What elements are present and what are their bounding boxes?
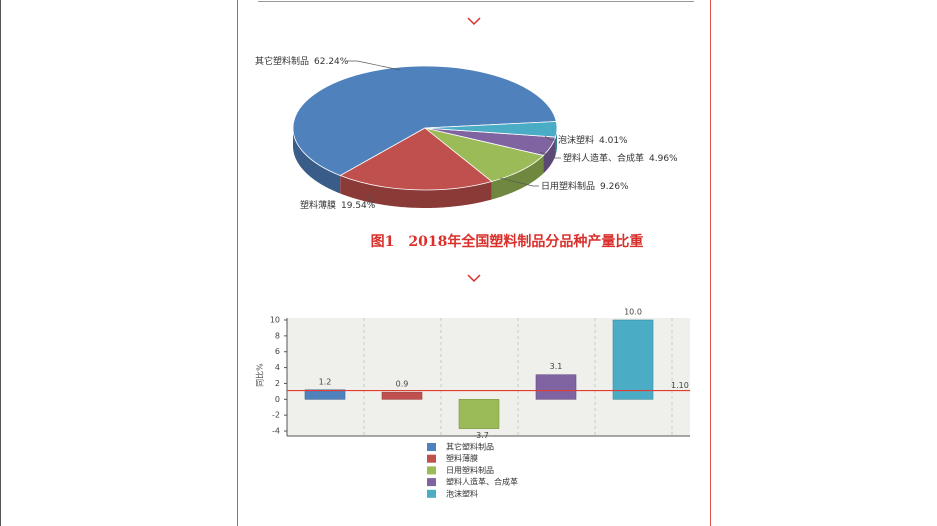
pie-side — [543, 137, 556, 174]
pie-label-category: 其它塑料制品 — [255, 55, 309, 67]
y-tick-label: 6 — [275, 347, 280, 356]
pie-label: 日用塑料制品 9.26% — [541, 180, 629, 192]
pie-label-value: 4.96% — [649, 154, 678, 164]
chevron — [467, 274, 481, 283]
bar — [304, 389, 346, 400]
legend-label: 塑料人造革、合成革 — [446, 477, 518, 487]
pie-label: 泡沫塑料 4.01% — [558, 134, 628, 146]
leader-line — [499, 177, 539, 187]
bar — [612, 319, 654, 400]
legend-label: 其它塑料制品 — [446, 442, 494, 452]
pie-caption: 图1 2018年全国塑料制品分品种产量比重 — [371, 233, 644, 250]
pie-slice — [424, 121, 558, 138]
y-tick-label: -4 — [272, 427, 280, 436]
bar — [458, 399, 500, 429]
chevron — [467, 17, 481, 26]
pie-label: 塑料人造革、合成革 4.96% — [563, 152, 678, 164]
value-label: 3.1 — [550, 362, 563, 371]
value-label: 0.9 — [396, 380, 409, 389]
bar — [535, 374, 577, 400]
pie-label-value: 19.54% — [341, 201, 376, 211]
value-label: 10.0 — [624, 308, 642, 317]
pie-label-category: 塑料薄膜 — [300, 199, 336, 211]
pie-label-value: 62.24% — [314, 57, 349, 67]
legend-swatch — [427, 454, 436, 463]
legend-label: 泡沫塑料 — [446, 488, 478, 498]
leader-line — [544, 135, 556, 141]
y-tick-label: 8 — [275, 331, 280, 340]
pie-slice — [424, 127, 545, 182]
y-tick-label: 4 — [275, 363, 280, 372]
legend-swatch — [427, 443, 436, 451]
pie-slice — [292, 65, 557, 176]
y-tick-label: 10 — [270, 316, 280, 325]
y-tick-label: 2 — [275, 379, 280, 388]
legend-swatch — [427, 478, 436, 487]
bar — [381, 391, 423, 400]
legend-label: 日用塑料制品 — [446, 465, 494, 475]
value-label: 1.2 — [319, 377, 332, 386]
pie-label: 塑料薄膜 19.54% — [300, 199, 376, 211]
leader-line — [345, 60, 401, 71]
pie-slice — [339, 127, 493, 191]
legend-swatch — [427, 489, 436, 498]
legend-label: 塑料薄膜 — [446, 453, 478, 463]
reference-label: 1.10 — [671, 381, 689, 390]
leader-line — [369, 195, 373, 206]
leader-line — [539, 151, 561, 159]
pie-side — [293, 128, 341, 194]
pie-label-value: 4.01% — [599, 136, 628, 146]
value-label: -3.7 — [473, 431, 489, 440]
pie-label-category: 泡沫塑料 — [558, 134, 594, 146]
y-axis-label: 同比% — [255, 363, 265, 387]
pie-label-category: 塑料人造革、合成革 — [563, 152, 644, 164]
y-tick-label: 0 — [275, 395, 280, 404]
pie-label-value: 9.26% — [600, 182, 629, 192]
pie-label-category: 日用塑料制品 — [541, 180, 595, 192]
pie-label: 其它塑料制品 62.24% — [255, 55, 349, 67]
pie-side — [491, 155, 544, 200]
pie-side — [555, 127, 557, 156]
legend-swatch — [427, 466, 436, 475]
y-tick-label: -2 — [272, 411, 280, 420]
pie-side — [340, 175, 492, 208]
